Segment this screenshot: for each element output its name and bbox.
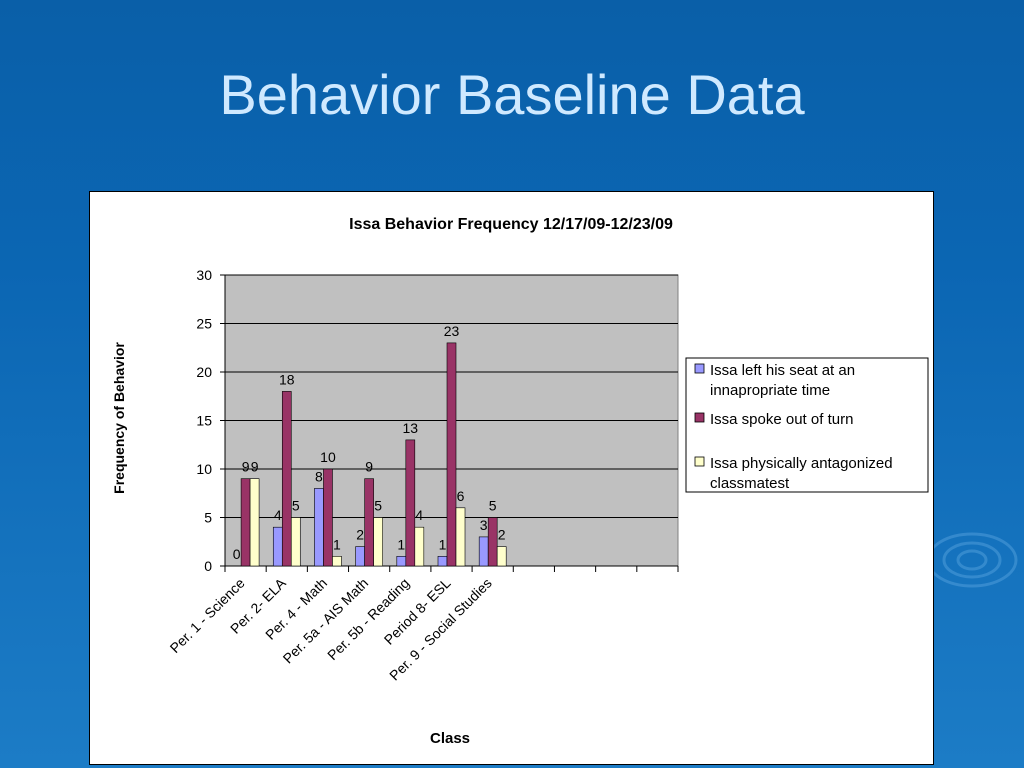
data-label: 4 (415, 507, 423, 523)
data-label: 18 (279, 371, 295, 387)
bar (332, 555, 342, 567)
data-label: 5 (292, 498, 300, 514)
data-label: 23 (444, 323, 460, 339)
data-label: 5 (489, 498, 497, 514)
data-label: 1 (439, 536, 447, 552)
legend: Issa left his seat at an innapropriate ti… (685, 357, 929, 493)
legend-label: Issa spoke out of turn (710, 411, 853, 428)
bar (396, 555, 407, 567)
data-label: 2 (356, 527, 364, 543)
y-tick-label: 20 (196, 364, 212, 380)
slide-title: Behavior Baseline Data (219, 63, 805, 126)
data-label: 9 (251, 459, 259, 475)
legend-label: Issa physically antagonized classmatest (710, 455, 893, 492)
data-label: 10 (320, 449, 336, 465)
bar (240, 478, 251, 567)
y-tick-label: 10 (196, 461, 212, 477)
bar (281, 391, 292, 567)
bar (249, 478, 260, 567)
data-label: 9 (242, 459, 250, 475)
data-label: 4 (274, 507, 282, 523)
data-label: 0 (233, 546, 241, 562)
y-tick-label: 5 (204, 510, 212, 526)
data-label: 6 (457, 488, 465, 504)
data-label: 3 (480, 517, 488, 533)
chart: Issa Behavior Frequency 12/17/09-12/23/0… (111, 216, 929, 747)
data-label: 5 (374, 498, 382, 514)
legend-box (685, 357, 929, 493)
legend-swatch (694, 363, 705, 374)
y-axis-label: Frequency of Behavior (111, 342, 127, 494)
bar (437, 555, 448, 567)
bar (364, 478, 374, 567)
data-label: 1 (397, 536, 405, 552)
y-tick-label: 25 (196, 316, 212, 332)
bar (290, 517, 301, 567)
bar (455, 507, 466, 567)
y-tick-label: 0 (204, 558, 212, 574)
data-label: 2 (498, 527, 506, 543)
legend-label: Issa left his seat at an innapropriate ti… (710, 362, 855, 399)
legend-swatch (694, 456, 705, 467)
bar (355, 546, 365, 567)
data-label: 1 (333, 536, 341, 552)
bar (478, 536, 489, 567)
bar (487, 517, 498, 567)
bar (373, 517, 383, 567)
bar (496, 546, 507, 567)
bar (272, 526, 283, 567)
data-label: 8 (315, 468, 323, 484)
bar (405, 439, 416, 567)
bar (323, 468, 333, 567)
x-tick-label: Per. 1 - Science (167, 575, 248, 656)
chart-frame: Issa Behavior Frequency 12/17/09-12/23/0… (89, 191, 934, 765)
bar (414, 526, 425, 567)
y-tick-label: 15 (196, 413, 212, 429)
bar (314, 488, 324, 567)
y-tick-label: 30 (196, 267, 212, 283)
bar (446, 342, 457, 567)
data-label: 13 (403, 420, 419, 436)
x-axis-label: Class (430, 730, 470, 747)
data-label: 9 (365, 459, 373, 475)
legend-swatch (694, 412, 705, 423)
chart-title: Issa Behavior Frequency 12/17/09-12/23/0… (349, 216, 673, 233)
